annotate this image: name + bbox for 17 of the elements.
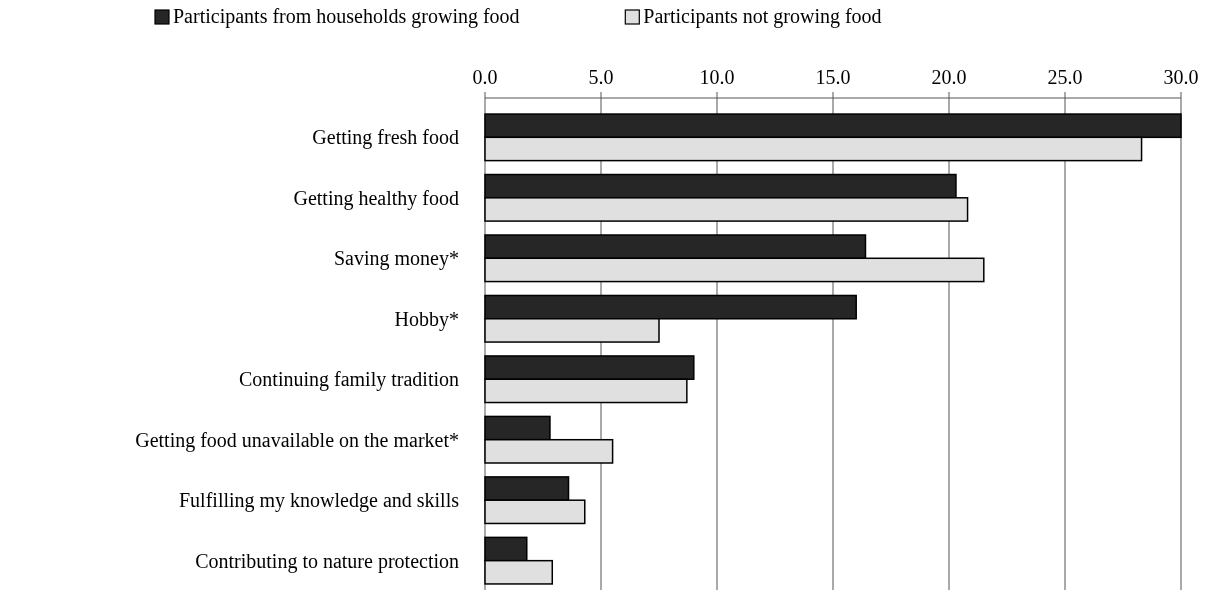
x-tick-label: 15.0 [815, 66, 851, 88]
y-tick-label: Fulfilling my knowledge and skills [179, 489, 460, 513]
y-tick-label: Saving money* [334, 247, 459, 271]
y-tick-label: Contributing to nature protection [195, 549, 459, 573]
x-tick-label: 10.0 [699, 66, 735, 88]
x-tick-label: 20.0 [931, 66, 967, 88]
y-tick-label: Continuing family tradition [239, 368, 459, 392]
y-tick-label: Getting healthy food [293, 186, 459, 210]
x-tick-label: 0.0 [472, 66, 498, 88]
y-tick-label: Getting food unavailable on the market* [135, 428, 459, 452]
legend-label: Participants not growing food [643, 5, 882, 28]
y-tick-label: Getting fresh food [312, 126, 459, 150]
x-tick-label: 25.0 [1047, 66, 1083, 88]
y-tick-label: Hobby* [394, 307, 459, 331]
x-tick-label: 30.0 [1163, 66, 1199, 88]
legend-label: Participants from households growing food [173, 5, 520, 28]
x-tick-label: 5.0 [588, 66, 614, 88]
